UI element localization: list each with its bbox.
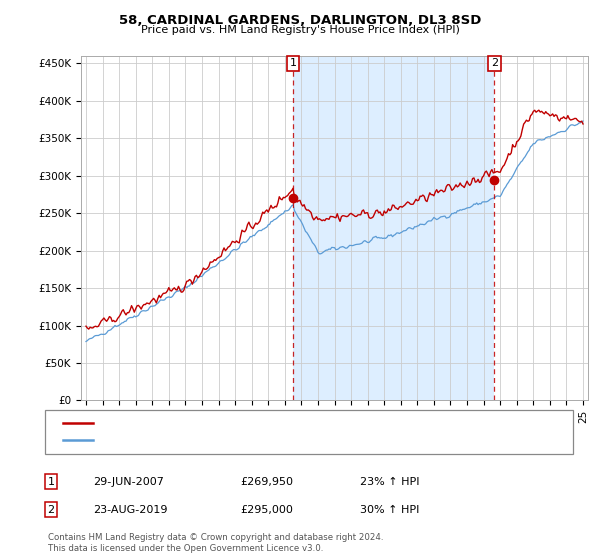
Text: HPI: Average price, detached house, Darlington: HPI: Average price, detached house, Darl… — [99, 435, 347, 445]
Text: 23-AUG-2019: 23-AUG-2019 — [93, 505, 167, 515]
Text: £295,000: £295,000 — [240, 505, 293, 515]
Text: 58, CARDINAL GARDENS, DARLINGTON, DL3 8SD (detached house): 58, CARDINAL GARDENS, DARLINGTON, DL3 8S… — [99, 418, 448, 428]
Text: 1: 1 — [289, 58, 296, 68]
Text: 2: 2 — [47, 505, 55, 515]
Text: 30% ↑ HPI: 30% ↑ HPI — [360, 505, 419, 515]
Text: 29-JUN-2007: 29-JUN-2007 — [93, 477, 164, 487]
Text: Contains HM Land Registry data © Crown copyright and database right 2024.
This d: Contains HM Land Registry data © Crown c… — [48, 533, 383, 553]
Text: 23% ↑ HPI: 23% ↑ HPI — [360, 477, 419, 487]
Text: 58, CARDINAL GARDENS, DARLINGTON, DL3 8SD: 58, CARDINAL GARDENS, DARLINGTON, DL3 8S… — [119, 14, 481, 27]
Text: 1: 1 — [47, 477, 55, 487]
Text: Price paid vs. HM Land Registry's House Price Index (HPI): Price paid vs. HM Land Registry's House … — [140, 25, 460, 35]
Bar — [293, 56, 494, 400]
Text: £269,950: £269,950 — [240, 477, 293, 487]
Text: 2: 2 — [491, 58, 498, 68]
